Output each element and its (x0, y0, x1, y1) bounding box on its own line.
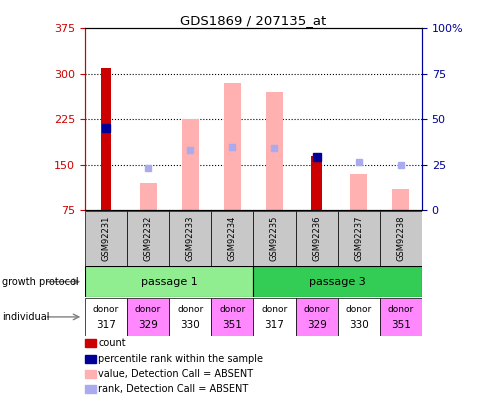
Text: 351: 351 (390, 320, 410, 330)
Bar (379, 298, 421, 336)
Text: donor: donor (387, 305, 413, 315)
Text: donor: donor (345, 305, 371, 315)
Bar (253, 211, 295, 266)
Text: GSM92237: GSM92237 (353, 215, 363, 261)
Text: 317: 317 (96, 320, 116, 330)
Bar (127, 298, 169, 336)
Title: GDS1869 / 207135_at: GDS1869 / 207135_at (180, 14, 326, 27)
Bar (311, 156, 321, 210)
Text: GSM92236: GSM92236 (312, 215, 320, 261)
Text: donor: donor (135, 305, 161, 315)
Text: 329: 329 (306, 320, 326, 330)
Bar (392, 189, 408, 210)
Bar (127, 211, 169, 266)
Text: donor: donor (92, 305, 119, 315)
Bar (169, 298, 211, 336)
Bar (253, 266, 421, 297)
Text: rank, Detection Call = ABSENT: rank, Detection Call = ABSENT (98, 384, 248, 394)
Text: percentile rank within the sample: percentile rank within the sample (98, 354, 263, 364)
Bar (379, 211, 421, 266)
Text: GSM92233: GSM92233 (185, 215, 194, 261)
Bar (85, 298, 127, 336)
Text: donor: donor (261, 305, 287, 315)
Text: donor: donor (303, 305, 329, 315)
Bar (211, 298, 253, 336)
Bar (85, 211, 127, 266)
Text: GSM92234: GSM92234 (227, 215, 236, 261)
Bar (349, 174, 366, 210)
Text: GSM92235: GSM92235 (270, 215, 278, 261)
Text: donor: donor (219, 305, 245, 315)
Bar (139, 183, 156, 210)
Bar (211, 211, 253, 266)
Bar (169, 211, 211, 266)
Bar (337, 298, 379, 336)
Text: passage 3: passage 3 (309, 277, 365, 287)
Bar (266, 92, 282, 210)
Text: 351: 351 (222, 320, 242, 330)
Text: GSM92232: GSM92232 (143, 215, 152, 261)
Bar (253, 298, 295, 336)
Text: GSM92231: GSM92231 (101, 215, 110, 261)
Bar (295, 298, 337, 336)
Text: donor: donor (177, 305, 203, 315)
Text: 330: 330 (348, 320, 368, 330)
Text: 330: 330 (180, 320, 200, 330)
Bar (295, 211, 337, 266)
Text: passage 1: passage 1 (140, 277, 197, 287)
Text: count: count (98, 338, 126, 348)
Bar (182, 119, 198, 210)
Text: 329: 329 (138, 320, 158, 330)
Text: 317: 317 (264, 320, 284, 330)
Bar (224, 83, 240, 210)
Bar (85, 266, 253, 297)
Bar (101, 68, 111, 210)
Text: GSM92238: GSM92238 (395, 215, 405, 261)
Text: value, Detection Call = ABSENT: value, Detection Call = ABSENT (98, 369, 253, 379)
Bar (337, 211, 379, 266)
Text: growth protocol: growth protocol (2, 277, 79, 287)
Text: individual: individual (2, 312, 50, 322)
